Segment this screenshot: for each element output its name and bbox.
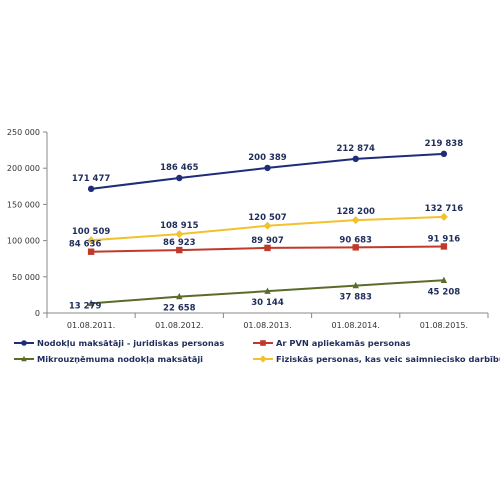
legend-swatch-square-icon (253, 339, 273, 347)
data-point (264, 287, 271, 294)
y-tick-label: 50 000 (12, 273, 40, 282)
data-label: 37 883 (339, 293, 372, 303)
data-label: 186 465 (160, 163, 199, 173)
legend-item-4: Fiziskās personas, kas veic saimniecisko… (253, 354, 500, 364)
data-point (351, 216, 360, 225)
data-label: 200 389 (248, 153, 287, 163)
legend-item-3: Mikrouzņēmuma nodokļa maksātāji (14, 354, 203, 364)
legend-swatch-diamond-icon (253, 355, 273, 363)
data-point (440, 276, 448, 283)
data-label: 100 509 (72, 227, 111, 237)
data-label: 132 716 (425, 204, 464, 214)
x-tick-label: 01.08.2014. (332, 321, 380, 330)
data-label: 89 907 (251, 236, 284, 246)
data-label: 84 636 (69, 240, 102, 250)
y-tick-label: 100 000 (7, 237, 40, 246)
y-tick-label: 250 000 (7, 128, 40, 137)
x-tick-label: 01.08.2013. (243, 321, 291, 330)
legend-item-1: Nodokļu maksātāji - juridiskas personas (14, 338, 224, 348)
legend-label: Mikrouzņēmuma nodokļa maksātāji (37, 354, 204, 364)
data-point (352, 155, 359, 163)
data-point (352, 281, 359, 289)
data-label: 22 658 (163, 304, 196, 314)
data-point (87, 185, 95, 193)
legend-item-2: Ar PVN apliekamās personas (253, 338, 411, 348)
data-point (87, 248, 95, 255)
data-point (264, 164, 271, 172)
data-label: 219 838 (425, 139, 464, 149)
y-tick-label: 200 000 (7, 164, 40, 173)
data-point (352, 244, 359, 251)
data-point (176, 292, 183, 300)
data-label: 91 916 (428, 234, 461, 244)
x-tick-label: 01.08.2012. (155, 321, 203, 330)
data-label: 13 279 (69, 301, 102, 311)
data-point (264, 244, 271, 252)
data-label: 30 144 (251, 298, 284, 308)
chart-series-markers (87, 150, 448, 307)
data-point (439, 212, 448, 221)
chart-data-labels: 171 477 186 465 200 389 212 874 219 838 84 63… (69, 139, 463, 314)
data-label: 90 683 (339, 235, 372, 245)
data-label: 86 923 (163, 238, 196, 248)
data-point (87, 299, 95, 307)
data-point (176, 246, 183, 254)
legend-label: Ar PVN apliekamās personas (276, 338, 411, 348)
y-tick-label: 150 000 (7, 200, 40, 209)
data-label: 120 507 (248, 213, 287, 223)
legend-label: Fiziskās personas, kas veic saimniecisko… (276, 354, 500, 364)
data-point (176, 174, 183, 182)
data-point (440, 150, 448, 158)
chart-legend: Nodokļu maksātāji - juridiskas personas A… (0, 338, 500, 378)
data-point (440, 243, 448, 250)
legend-swatch-circle-icon (14, 339, 34, 347)
data-label: 128 200 (336, 207, 375, 217)
data-label: 45 208 (428, 287, 461, 297)
y-tick-label: 0 (35, 309, 40, 318)
legend-swatch-triangle-icon (14, 355, 34, 363)
x-tick-label: 01.08.2011. (67, 321, 115, 330)
data-point (87, 236, 96, 245)
data-point (263, 221, 272, 230)
x-tick-label: 01.08.2015. (420, 321, 468, 330)
data-point (175, 230, 184, 239)
data-label: 171 477 (72, 174, 111, 184)
data-label: 212 874 (336, 144, 375, 154)
legend-label: Nodokļu maksātāji - juridiskas personas (37, 338, 225, 348)
data-label: 108 915 (160, 221, 199, 231)
chart-axes: 0 50 000 100 000 150 000 200 000 250 000 01.08… (7, 128, 489, 330)
